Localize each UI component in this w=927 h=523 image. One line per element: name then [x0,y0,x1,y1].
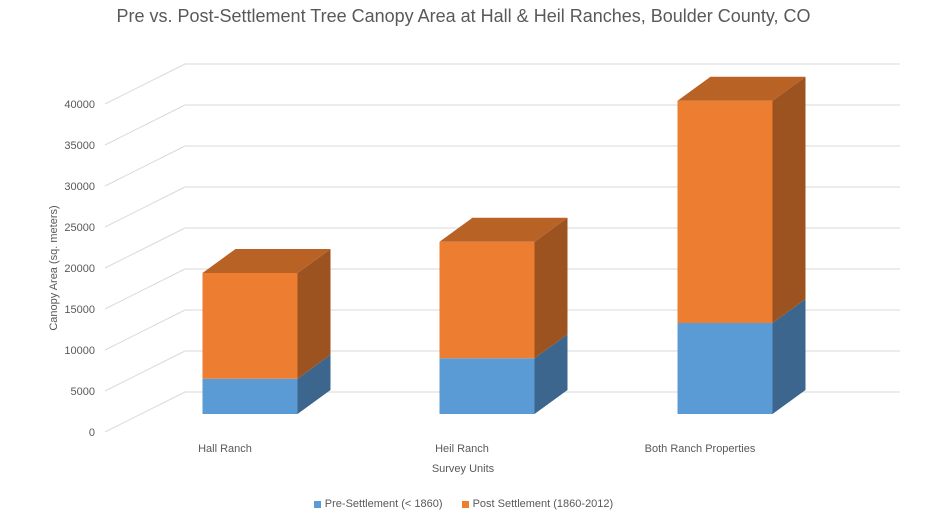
gridline-diagonal [104,104,186,146]
x-tick-label: Both Ranch Properties [645,443,756,455]
chart-title: Pre vs. Post-Settlement Tree Canopy Area… [116,6,811,26]
x-tick-labels: Hall Ranch Heil Ranch Both Ranch Propertie… [198,443,756,455]
y-tick-label: 25000 [64,222,95,234]
y-tick-labels: 0 5000 10000 15000 20000 25000 30000 35000 40000 [64,99,95,439]
bar-top-post-settlement [677,76,806,101]
x-axis-label: Survey Units [432,463,495,475]
gridline-diagonal [104,268,186,310]
y-tick-label: 30000 [64,181,95,193]
legend-item-pre-settlement: Pre-Settlement (< 1860) [313,498,443,511]
y-tick-label: 40000 [64,99,95,111]
bar-pre-settlement [439,358,535,414]
bar-side-pre-settlement [534,334,568,414]
bar-side-pre-settlement [772,298,806,414]
gridline-diagonal [104,145,186,187]
y-tick-label: 5000 [71,386,95,398]
x-tick-label: Hall Ranch [198,443,252,455]
y-tick-label: 35000 [64,140,95,152]
y-tick-label: 20000 [64,263,95,275]
bar-side-pre-settlement [297,354,331,414]
gridline-diagonal [104,63,186,105]
bar-post-settlement [202,272,298,379]
bar-pre-settlement [677,322,773,414]
bar-side-post-settlement [534,217,568,359]
bar-side-post-settlement [772,76,806,323]
gridline-diagonal [104,391,186,433]
y-tick-label: 0 [89,427,95,439]
gridline-diagonal [104,350,186,392]
x-tick-label: Heil Ranch [435,443,489,455]
legend-item-post-settlement: Post Settlement (1860-2012) [461,498,614,511]
bar-pre-settlement [202,378,298,414]
legend-label-post-settlement: Post Settlement (1860-2012) [472,498,614,511]
legend-label-pre-settlement: Pre-Settlement (< 1860) [324,498,443,511]
bar-top-post-settlement [439,217,568,242]
bar-side-post-settlement [297,248,331,379]
legend: Pre-Settlement (< 1860) Post Settlement … [0,498,927,510]
bars [202,76,806,414]
legend-swatch-post-settlement [461,500,469,508]
y-tick-label: 15000 [64,304,95,316]
bar-post-settlement [439,241,535,359]
legend-swatch-pre-settlement [313,500,321,508]
gridline-diagonal [104,186,186,228]
bar-top-post-settlement [202,248,331,273]
y-tick-label: 10000 [64,345,95,357]
gridline-diagonal [104,227,186,269]
bar-post-settlement [677,100,773,323]
gridline-diagonal [104,309,186,351]
y-axis-label: Canopy Area (sq. meters) [48,205,60,330]
